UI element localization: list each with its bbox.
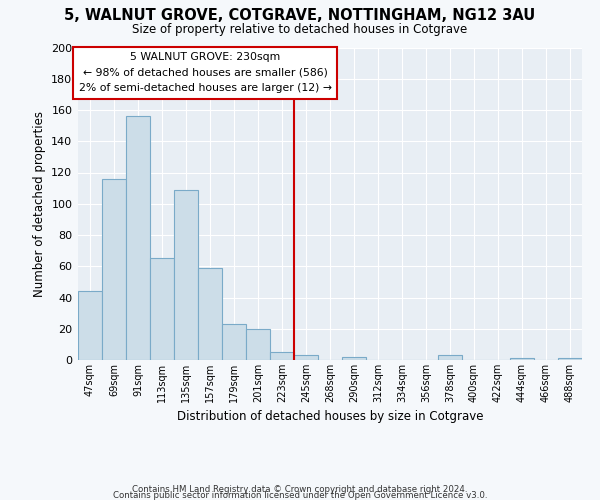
Bar (126, 116, 150, 360)
X-axis label: Distribution of detached houses by size in Cotgrave: Distribution of detached houses by size … (177, 410, 483, 424)
Text: Size of property relative to detached houses in Cotgrave: Size of property relative to detached ho… (133, 22, 467, 36)
Bar (294, 356, 318, 360)
Text: 5 WALNUT GROVE: 230sqm
← 98% of detached houses are smaller (586)
2% of semi-det: 5 WALNUT GROVE: 230sqm ← 98% of detached… (79, 52, 332, 94)
Bar (342, 357, 366, 360)
Bar (438, 356, 462, 360)
Bar (558, 358, 582, 360)
Y-axis label: Number of detached properties: Number of detached properties (33, 111, 46, 296)
Bar (198, 268, 222, 360)
Text: 5, WALNUT GROVE, COTGRAVE, NOTTINGHAM, NG12 3AU: 5, WALNUT GROVE, COTGRAVE, NOTTINGHAM, N… (64, 8, 536, 22)
Text: Contains public sector information licensed under the Open Government Licence v3: Contains public sector information licen… (113, 491, 487, 500)
Bar (150, 258, 174, 360)
Bar (270, 352, 294, 360)
Bar (222, 324, 246, 360)
Bar (174, 190, 198, 360)
Bar (78, 291, 102, 360)
Bar (102, 179, 126, 360)
Text: Contains HM Land Registry data © Crown copyright and database right 2024.: Contains HM Land Registry data © Crown c… (132, 485, 468, 494)
Bar (510, 358, 534, 360)
Bar (246, 329, 270, 360)
